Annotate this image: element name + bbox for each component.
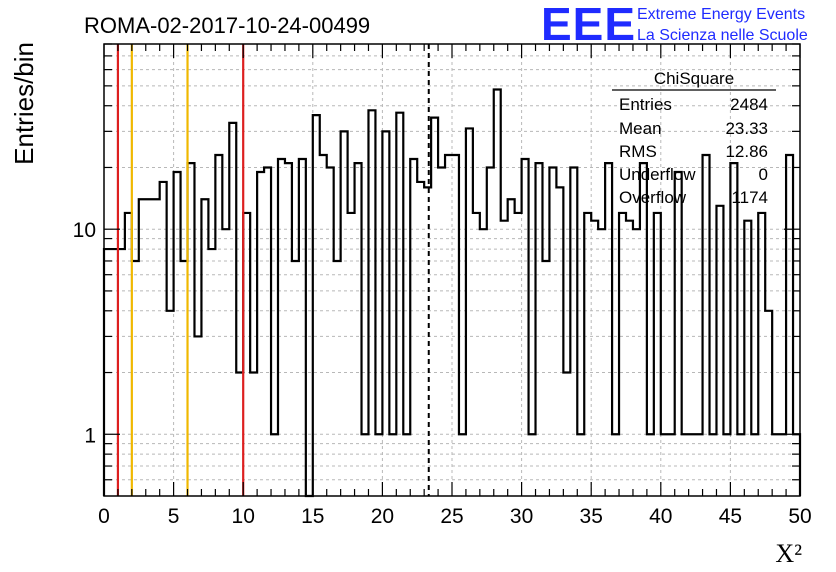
histogram-bin [501, 221, 508, 496]
stats-value-underflow: 0 [759, 165, 768, 184]
stats-box: ChiSquare Entries 2484 Mean 23.33 RMS 12… [612, 69, 776, 207]
histogram-bin [633, 229, 640, 496]
histogram-outline [102, 88, 802, 498]
histogram-bin [424, 187, 431, 496]
stats-label-rms: RMS [619, 142, 657, 161]
brand-line-2: La Scienza nelle Scuole [637, 27, 808, 44]
histogram-bin [480, 229, 487, 496]
chart-title: ROMA-02-2017-10-24-00499 [84, 13, 370, 38]
stats-label-overflow: Overflow [619, 188, 687, 207]
histogram-bin [542, 261, 549, 496]
x-tick-label: 5 [168, 505, 180, 528]
histogram-bin [348, 213, 355, 496]
histogram-bin [438, 167, 445, 496]
histogram-bin [334, 261, 341, 496]
x-tick-label: 10 [232, 505, 255, 528]
x-tick-label: 20 [371, 505, 394, 528]
y-tick-label: 10 [73, 219, 96, 242]
histogram-bin [292, 261, 299, 496]
histogram-bin [146, 199, 153, 496]
histogram-bin [598, 229, 605, 496]
x-tick-label: 45 [719, 505, 742, 528]
grid [103, 43, 801, 496]
x-tick-label: 25 [440, 505, 463, 528]
histogram-bin [515, 213, 522, 496]
histogram-bin [626, 221, 633, 496]
stats-value-entries: 2484 [730, 95, 768, 114]
histogram-bin [167, 311, 174, 496]
histogram-bin [320, 155, 327, 496]
eee-logo: EEE [541, 0, 636, 50]
stats-value-overflow: 1174 [731, 188, 768, 207]
y-tick-label: 1 [84, 424, 96, 447]
x-tick-label: 40 [649, 505, 672, 528]
histogram-bin [445, 155, 452, 496]
stats-value-rms: 12.86 [725, 142, 768, 161]
y-axis-title: Entries/bin [9, 42, 39, 165]
x-axis-title: X² [775, 539, 802, 568]
stats-label-underflow: Underflow [619, 165, 696, 184]
stats-label-entries: Entries [619, 95, 672, 114]
stats-label-mean: Mean [619, 119, 662, 138]
histogram-bin [473, 213, 480, 496]
x-tick-label: 30 [510, 505, 533, 528]
x-tick-label: 50 [788, 505, 811, 528]
histogram-bin [222, 229, 229, 496]
stats-value-mean: 23.33 [725, 119, 768, 138]
histogram-bin [194, 336, 201, 496]
x-tick-label: 15 [301, 505, 324, 528]
histogram-bin [591, 221, 598, 496]
histogram [102, 88, 802, 498]
brand-line-1: Extreme Energy Events [637, 6, 805, 23]
axes: 0 5 10 15 20 25 30 35 40 45 50 1 10 [73, 43, 812, 528]
histogram-bin [153, 199, 160, 496]
x-tick-label: 0 [98, 505, 110, 528]
reference-lines [116, 44, 430, 496]
stats-title: ChiSquare [654, 69, 734, 88]
histogram-bin [508, 199, 515, 496]
x-tick-label: 35 [580, 505, 603, 528]
